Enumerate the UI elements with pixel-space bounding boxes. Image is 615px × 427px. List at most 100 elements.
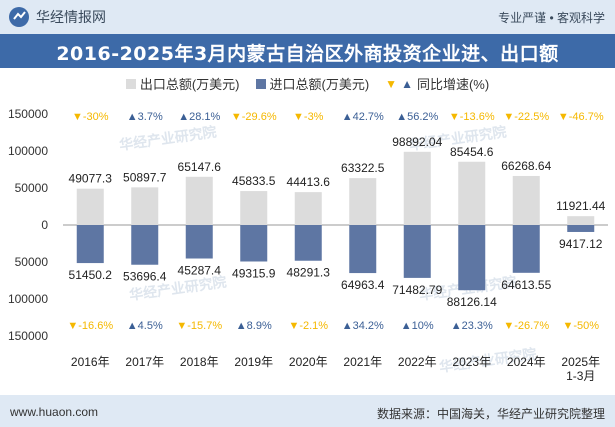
import-growth-label: ▲10% <box>401 320 434 332</box>
export-growth-label: ▼-22.5% <box>503 111 549 123</box>
export-value-label: 66268.64 <box>501 159 551 173</box>
import-value-label: 51450.2 <box>69 268 113 282</box>
y-tick-label: 100000 <box>8 144 48 158</box>
x-tick-label: 2025年 <box>561 355 600 369</box>
y-tick-label: 100000 <box>8 292 48 306</box>
export-growth-label: ▼-13.6% <box>449 111 495 123</box>
import-bar <box>458 225 486 291</box>
export-bar <box>512 175 540 225</box>
export-bar <box>458 161 486 225</box>
import-bar <box>131 225 159 265</box>
import-value-label: 45287.4 <box>178 264 222 278</box>
x-tick-label: 2021年 <box>343 355 382 369</box>
export-value-label: 98892.04 <box>392 135 442 149</box>
legend-export: 出口总额(万美元) <box>125 74 240 93</box>
brand: 华经情报网 <box>8 6 106 28</box>
import-growth-label: ▼-2.1% <box>288 320 328 332</box>
x-tick-label: 2018年 <box>180 355 219 369</box>
y-tick-label: 0 <box>41 218 48 232</box>
export-growth-label: ▼-3% <box>293 111 324 123</box>
export-bar <box>131 187 159 225</box>
export-value-label: 11921.44 <box>556 199 605 213</box>
import-value-label: 49315.9 <box>232 266 276 280</box>
export-growth-label: ▲42.7% <box>342 111 384 123</box>
x-tick-label: 2020年 <box>289 355 328 369</box>
footer-website: www.huaon.com <box>10 405 99 419</box>
import-value-label: 9417.12 <box>559 237 603 251</box>
export-bar <box>76 188 104 225</box>
x-tick-label: 2023年 <box>452 355 491 369</box>
export-bar <box>240 191 268 225</box>
chart-title: 2016-2025年3月内蒙古自治区外商投资企业进、出口额 <box>56 43 559 65</box>
import-growth-label: ▲34.2% <box>342 320 384 332</box>
import-bar <box>567 225 595 232</box>
import-bar <box>349 225 377 274</box>
import-growth-label: ▲8.9% <box>236 320 272 332</box>
import-growth-label: ▼-15.7% <box>176 320 222 332</box>
legend-growth: ▼ ▲ 同比增速(%) <box>385 74 489 93</box>
export-growth-label: ▼-29.6% <box>231 111 277 123</box>
brand-name: 华经情报网 <box>36 9 106 25</box>
import-value-label: 64613.55 <box>501 278 551 292</box>
export-bar <box>294 192 322 225</box>
export-value-label: 85454.6 <box>450 145 494 159</box>
footer-band <box>0 395 615 427</box>
title-band <box>0 34 615 68</box>
y-tick-label: 50000 <box>15 181 49 195</box>
import-bar <box>294 225 322 261</box>
legend: 出口总额(万美元) 进口总额(万美元) ▼ ▲ 同比增速(%) <box>0 74 615 93</box>
x-tick-label: 2016年 <box>71 355 110 369</box>
up-triangle-icon: ▲ <box>401 76 413 91</box>
brand-logo-icon <box>9 7 29 27</box>
top-band <box>0 0 615 34</box>
export-value-label: 44413.6 <box>287 175 331 189</box>
import-growth-label: ▼-50% <box>562 320 599 332</box>
export-value-label: 63322.5 <box>341 161 385 175</box>
legend-export-swatch <box>125 78 136 89</box>
export-value-label: 50897.7 <box>123 170 167 184</box>
export-value-label: 65147.6 <box>178 160 222 174</box>
import-value-label: 88126.14 <box>447 295 497 309</box>
watermark-text: 华经产业研究院 <box>118 123 217 152</box>
y-tick-label: 150000 <box>8 107 48 121</box>
export-value-label: 45833.5 <box>232 174 276 188</box>
import-value-label: 71482.79 <box>392 283 442 297</box>
y-tick-label: 150000 <box>8 329 48 343</box>
import-growth-label: ▲23.3% <box>451 320 493 332</box>
import-value-label: 53696.4 <box>123 270 167 284</box>
x-tick-label: 2017年 <box>125 355 164 369</box>
footer-source: 数据来源：中国海关，华经产业研究院整理 <box>376 407 605 421</box>
x-tick-label: 1-3月 <box>566 369 595 383</box>
x-tick-label: 2022年 <box>398 355 437 369</box>
export-bar <box>185 176 213 225</box>
import-bar <box>403 225 431 278</box>
legend-import-label: 进口总额(万美元) <box>269 77 370 92</box>
legend-export-label: 出口总额(万美元) <box>139 77 240 92</box>
export-growth-label: ▼-46.7% <box>558 111 604 123</box>
export-growth-label: ▼-30% <box>72 111 109 123</box>
import-bar <box>76 225 104 264</box>
y-tick-label: 50000 <box>15 255 49 269</box>
legend-growth-label: 同比增速(%) <box>416 77 490 92</box>
import-value-label: 48291.3 <box>287 266 331 280</box>
import-bar <box>512 225 540 273</box>
import-growth-label: ▼-26.7% <box>503 320 549 332</box>
legend-import: 进口总额(万美元) <box>255 74 370 93</box>
down-triangle-icon: ▼ <box>385 76 398 91</box>
import-growth-label: ▼-16.6% <box>67 320 113 332</box>
export-bar <box>567 216 595 225</box>
import-bar <box>185 225 213 259</box>
x-tick-label: 2024年 <box>507 355 546 369</box>
export-growth-label: ▲28.1% <box>178 111 220 123</box>
import-bar <box>240 225 268 262</box>
import-value-label: 64963.4 <box>341 278 385 292</box>
export-bar <box>349 178 377 225</box>
x-tick-label: 2019年 <box>234 355 273 369</box>
export-bar <box>403 151 431 225</box>
legend-import-swatch <box>255 78 266 89</box>
export-value-label: 49077.3 <box>69 172 113 186</box>
tagline: 专业严谨 • 客观科学 <box>498 11 605 25</box>
import-growth-label: ▲4.5% <box>127 320 163 332</box>
